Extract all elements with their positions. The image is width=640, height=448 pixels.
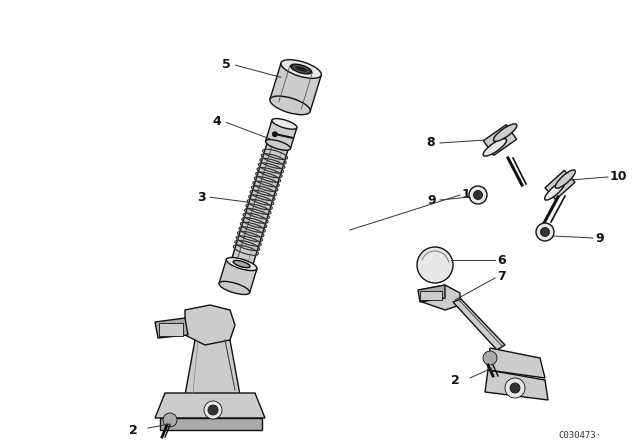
- Circle shape: [541, 228, 550, 237]
- Circle shape: [208, 405, 218, 415]
- Text: 2: 2: [451, 375, 460, 388]
- Ellipse shape: [556, 170, 575, 188]
- Polygon shape: [270, 63, 321, 112]
- Polygon shape: [160, 418, 262, 430]
- Circle shape: [536, 223, 554, 241]
- Polygon shape: [266, 120, 297, 149]
- Text: 6: 6: [497, 254, 506, 267]
- Circle shape: [505, 378, 525, 398]
- Polygon shape: [185, 340, 240, 395]
- Polygon shape: [453, 299, 505, 350]
- Circle shape: [474, 190, 483, 199]
- FancyBboxPatch shape: [159, 323, 183, 336]
- Text: 10: 10: [610, 171, 627, 184]
- Polygon shape: [418, 285, 445, 302]
- Circle shape: [204, 401, 222, 419]
- Ellipse shape: [227, 258, 257, 271]
- Circle shape: [417, 247, 453, 283]
- Ellipse shape: [483, 138, 506, 156]
- Polygon shape: [155, 318, 188, 338]
- Circle shape: [273, 132, 277, 137]
- Ellipse shape: [545, 182, 564, 200]
- Text: 4: 4: [212, 115, 221, 128]
- Polygon shape: [545, 170, 575, 200]
- Circle shape: [510, 383, 520, 393]
- Text: 7: 7: [497, 270, 506, 283]
- Ellipse shape: [266, 140, 291, 150]
- Ellipse shape: [281, 60, 321, 78]
- Text: 5: 5: [222, 58, 230, 71]
- Text: C030473·: C030473·: [559, 431, 602, 439]
- Text: 9: 9: [428, 194, 436, 207]
- Text: 8: 8: [426, 137, 435, 150]
- Polygon shape: [155, 393, 265, 418]
- Polygon shape: [420, 285, 460, 310]
- Text: 1: 1: [462, 188, 471, 201]
- Text: 9: 9: [595, 232, 604, 245]
- Circle shape: [483, 351, 497, 365]
- Ellipse shape: [233, 260, 250, 267]
- Polygon shape: [485, 370, 548, 400]
- FancyBboxPatch shape: [420, 291, 442, 300]
- Polygon shape: [483, 125, 516, 155]
- Circle shape: [469, 186, 487, 204]
- Ellipse shape: [219, 281, 250, 294]
- Ellipse shape: [294, 66, 308, 72]
- Circle shape: [163, 413, 177, 427]
- Ellipse shape: [270, 96, 310, 115]
- Polygon shape: [185, 305, 235, 345]
- Polygon shape: [226, 131, 292, 285]
- Text: 3: 3: [197, 191, 205, 204]
- Ellipse shape: [272, 119, 297, 129]
- Polygon shape: [219, 259, 257, 293]
- Text: 2: 2: [129, 423, 138, 436]
- Ellipse shape: [493, 124, 517, 142]
- Polygon shape: [488, 348, 545, 378]
- Ellipse shape: [291, 64, 312, 74]
